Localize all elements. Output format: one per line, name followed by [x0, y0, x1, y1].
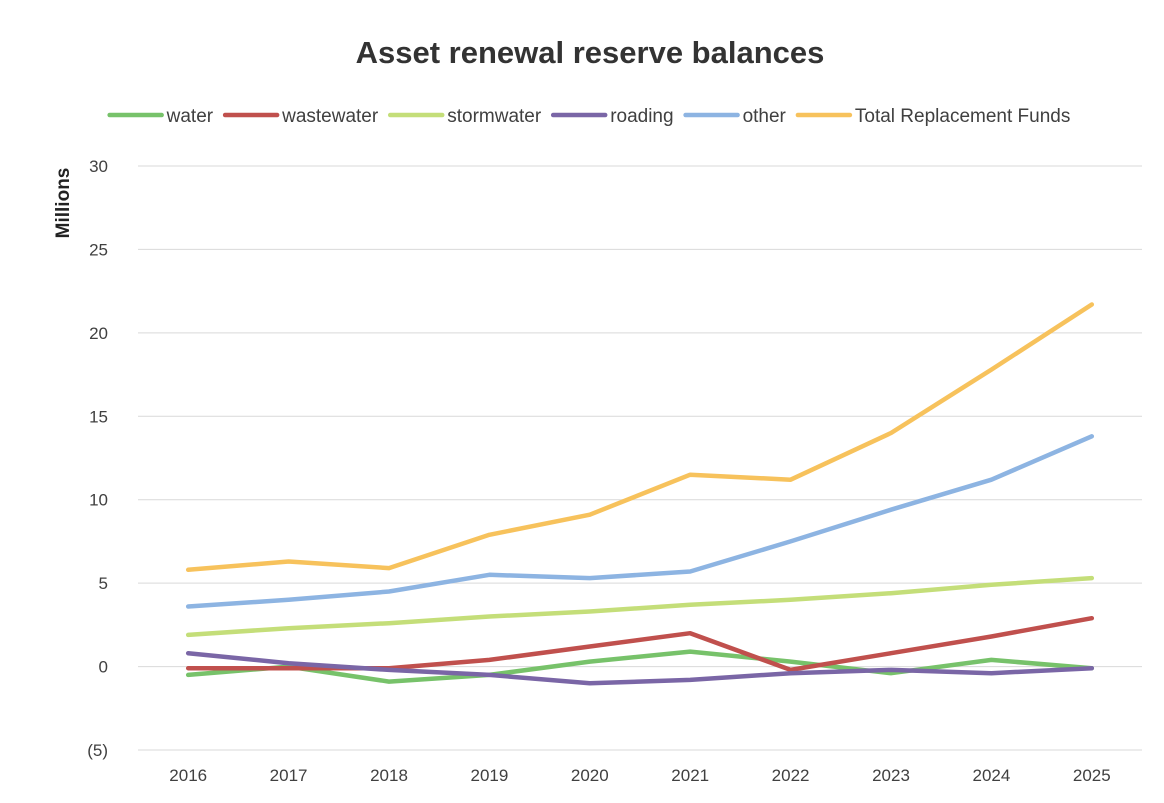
y-axis-ticks: 30 25 20 15 10 5 0 (5)	[87, 157, 108, 760]
y-tick-label: 0	[99, 658, 108, 677]
legend: water wastewater stormwater roading other Tot…	[107, 106, 1070, 127]
y-tick-label: 5	[99, 574, 108, 593]
x-tick-label: 2025	[1073, 766, 1111, 785]
y-tick-label: 30	[89, 157, 108, 176]
x-tick-label: 2016	[169, 766, 207, 785]
x-tick-label: 2022	[772, 766, 810, 785]
series-line-water	[185, 649, 1095, 684]
x-tick-label: 2020	[571, 766, 609, 785]
x-tick-label: 2019	[470, 766, 508, 785]
legend-label-total-replacement-funds: Total Replacement Funds	[855, 106, 1070, 127]
x-axis-ticks: 2016 2017 2018 2019 2020 2021 2022 2023 2024 2025	[169, 766, 1110, 785]
legend-label-wastewater: wastewater	[281, 106, 379, 127]
x-tick-label: 2023	[872, 766, 910, 785]
x-tick-label: 2024	[972, 766, 1010, 785]
chart-title: Asset renewal reserve balances	[356, 35, 825, 70]
y-axis-label: Millions	[53, 168, 74, 239]
y-tick-label: 20	[89, 324, 108, 343]
x-tick-label: 2017	[270, 766, 308, 785]
x-tick-label: 2018	[370, 766, 408, 785]
y-tick-label: (5)	[87, 741, 108, 760]
y-tick-label: 15	[89, 407, 108, 426]
y-tick-label: 10	[89, 491, 108, 510]
legend-label-roading: roading	[610, 106, 673, 127]
series-line-roading	[185, 650, 1095, 686]
series-lines	[185, 302, 1095, 686]
series-line-stormwater	[185, 575, 1095, 638]
legend-label-other: other	[743, 106, 787, 127]
y-tick-label: 25	[89, 240, 108, 259]
legend-label-water: water	[166, 106, 214, 127]
x-tick-label: 2021	[671, 766, 709, 785]
series-line-total-replacement-funds	[185, 302, 1095, 573]
series-line-other	[185, 434, 1095, 609]
legend-label-stormwater: stormwater	[447, 106, 542, 127]
